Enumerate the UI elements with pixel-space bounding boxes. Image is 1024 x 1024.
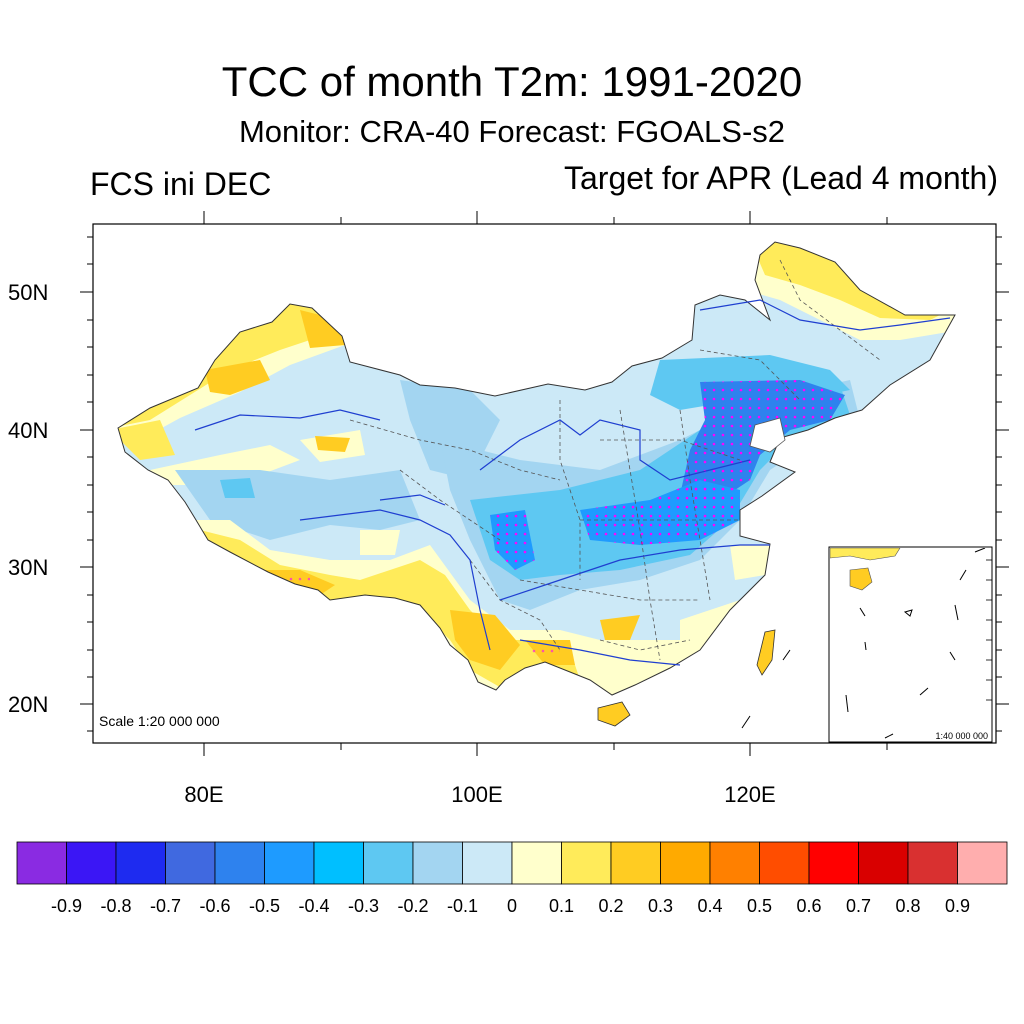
colorbar-tick-label: 0.6	[796, 896, 822, 916]
south-china-sea-inset: 1:40 000 000	[828, 546, 993, 743]
lat-label-30n: 30N	[8, 555, 48, 580]
lat-label-20n: 20N	[8, 692, 48, 717]
lat-label-50n: 50N	[8, 280, 48, 305]
colorbar-tick-label: 0.5	[746, 896, 773, 916]
colorbar-tick-label: -0.9	[50, 896, 83, 916]
colorbar-swatch	[957, 841, 1008, 885]
lon-label-100e: 100E	[451, 782, 502, 807]
colorbar-tick-label: 0.3	[647, 896, 674, 916]
map-title: TCC of month T2m: 1991-2020	[221, 58, 803, 105]
colorbar-tick-label: -0.8	[100, 896, 132, 916]
forecast-init-label: FCS ini DEC	[90, 166, 272, 202]
colorbar-swatch	[561, 841, 612, 885]
colorbar-tick-label: 0.8	[895, 896, 921, 916]
colorbar-swatch	[165, 841, 216, 885]
colorbar-swatch	[858, 841, 909, 885]
lon-label-80e: 80E	[184, 782, 223, 807]
axis-ticks	[80, 211, 1009, 756]
lon-label-120e: 120E	[724, 782, 775, 807]
colorbar-swatch	[412, 841, 463, 885]
colorbar-swatch	[214, 841, 265, 885]
main-scale-label: Scale 1:20 000 000	[99, 713, 220, 729]
colorbar	[16, 841, 1008, 885]
colorbar-tick-label: -0.1	[446, 896, 479, 916]
colorbar-swatch	[907, 841, 958, 885]
colorbar-swatch	[363, 841, 414, 885]
colorbar-tick-label: 0.1	[548, 896, 575, 916]
colorbar-tick-label: -0.5	[248, 896, 281, 916]
colorbar-swatch	[16, 841, 67, 885]
colorbar-tick-label: -0.6	[199, 896, 231, 916]
colorbar-swatch	[264, 841, 315, 885]
colorbar-swatch	[462, 841, 513, 885]
colorbar-tick-label: -0.3	[347, 896, 380, 916]
colorbar-swatch	[313, 841, 364, 885]
colorbar-tick-label: 0.4	[697, 896, 723, 916]
map-subtitle: Monitor: CRA-40 Forecast: FGOALS-s2	[238, 114, 786, 149]
colorbar-tick-label: 0.2	[598, 896, 624, 916]
colorbar-tick-label: 0.7	[845, 896, 872, 916]
colorbar-swatch	[511, 841, 562, 885]
lat-label-40n: 40N	[8, 418, 48, 443]
inset-scale-label: 1:40 000 000	[935, 731, 988, 741]
colorbar-tick-label: 0.9	[944, 896, 971, 916]
colorbar-swatch	[808, 841, 859, 885]
colorbar-tick-label: -0.7	[149, 896, 182, 916]
colorbar-swatch	[115, 841, 166, 885]
target-label: Target for APR (Lead 4 month)	[564, 160, 998, 196]
colorbar-swatch	[709, 841, 760, 885]
colorbar-swatch	[610, 841, 661, 885]
colorbar-tick-label: 0	[506, 896, 518, 916]
colorbar-swatch	[660, 841, 711, 885]
colorbar-tick-label: -0.2	[397, 896, 429, 916]
colorbar-swatch	[66, 841, 117, 885]
colorbar-swatch	[759, 841, 810, 885]
colorbar-tick-label: -0.4	[298, 896, 330, 916]
